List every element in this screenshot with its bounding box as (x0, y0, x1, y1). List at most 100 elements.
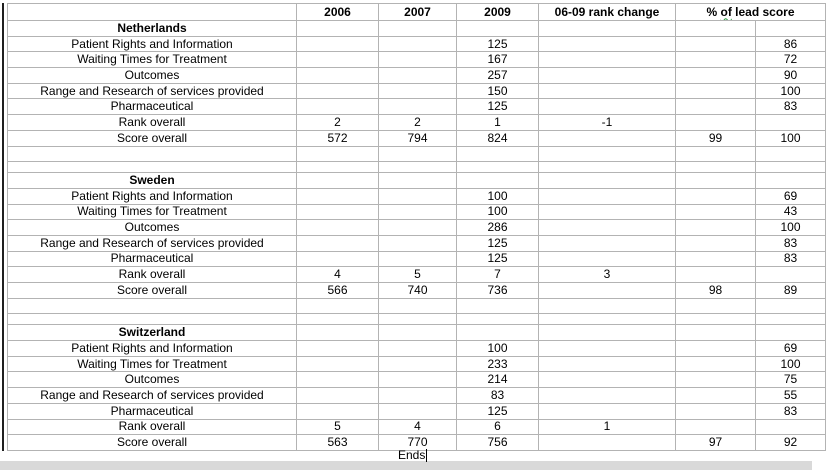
empty-cell[interactable] (378, 187, 457, 205)
value-cell[interactable]: 740 (378, 282, 457, 299)
value-cell[interactable]: 86 (754, 35, 827, 53)
empty-cell[interactable] (538, 402, 676, 420)
empty-cell[interactable] (675, 402, 756, 420)
empty-cell[interactable] (296, 172, 379, 189)
empty-cell[interactable] (296, 355, 379, 373)
empty-cell[interactable] (296, 187, 379, 205)
empty-cell[interactable] (296, 51, 379, 69)
label-cell[interactable]: Range and Research of services provided (7, 82, 297, 100)
empty-cell[interactable] (754, 297, 827, 315)
label-cell[interactable]: Range and Research of services provided (7, 387, 297, 404)
empty-cell[interactable] (378, 145, 457, 163)
value-cell[interactable]: 125 (456, 98, 539, 116)
value-cell[interactable]: 794 (378, 129, 457, 147)
empty-cell[interactable] (456, 324, 539, 342)
empty-cell[interactable] (675, 35, 756, 53)
empty-cell[interactable] (675, 161, 756, 174)
empty-cell[interactable] (378, 313, 457, 326)
empty-cell[interactable] (675, 297, 756, 315)
value-cell[interactable]: 125 (456, 234, 539, 252)
value-cell[interactable]: 92 (754, 434, 827, 451)
empty-cell[interactable] (538, 51, 676, 69)
empty-cell[interactable] (754, 114, 827, 131)
empty-cell[interactable] (538, 129, 676, 147)
value-cell[interactable]: 100 (754, 219, 827, 236)
empty-cell[interactable] (296, 82, 379, 100)
empty-cell[interactable] (456, 172, 539, 189)
empty-cell[interactable] (754, 161, 827, 174)
label-cell[interactable]: Outcomes (7, 67, 297, 84)
empty-cell[interactable] (296, 35, 379, 53)
empty-cell[interactable] (456, 313, 539, 326)
empty-cell[interactable] (754, 266, 827, 283)
empty-cell[interactable] (538, 324, 676, 342)
empty-cell[interactable] (296, 297, 379, 315)
label-cell[interactable]: Outcomes (7, 219, 297, 236)
empty-cell[interactable] (675, 387, 756, 404)
value-cell[interactable]: 43 (754, 203, 827, 221)
value-cell[interactable]: 167 (456, 51, 539, 69)
value-cell[interactable]: 4 (296, 266, 379, 283)
label-cell[interactable]: Waiting Times for Treatment (7, 203, 297, 221)
empty-cell[interactable] (296, 387, 379, 404)
label-cell[interactable]: Outcomes (7, 371, 297, 389)
value-cell[interactable]: 89 (754, 282, 827, 299)
value-cell[interactable]: 100 (456, 203, 539, 221)
empty-cell[interactable] (7, 313, 297, 326)
value-cell[interactable]: 72 (754, 51, 827, 69)
header-cell-lead-score[interactable]: % of lead score (674, 3, 827, 21)
empty-cell[interactable] (538, 340, 676, 357)
empty-cell[interactable] (456, 20, 539, 37)
label-cell[interactable]: Patient Rights and Information (7, 340, 297, 357)
value-cell[interactable]: 1 (456, 114, 539, 131)
empty-cell[interactable] (378, 387, 457, 404)
empty-cell[interactable] (538, 145, 676, 163)
value-cell[interactable]: 125 (456, 402, 539, 420)
empty-cell[interactable] (675, 67, 756, 84)
empty-cell[interactable] (378, 172, 457, 189)
value-cell[interactable]: 1 (538, 418, 676, 436)
label-cell[interactable]: Rank overall (7, 114, 297, 131)
typed-text-line[interactable]: Ends (398, 449, 428, 462)
empty-cell[interactable] (296, 145, 379, 163)
value-cell[interactable]: 90 (754, 67, 827, 84)
country-cell[interactable]: Switzerland (7, 324, 297, 342)
empty-cell[interactable] (296, 324, 379, 342)
label-cell[interactable]: Waiting Times for Treatment (7, 355, 297, 373)
empty-cell[interactable] (675, 20, 756, 37)
value-cell[interactable]: 83 (754, 250, 827, 268)
empty-cell[interactable] (675, 324, 756, 342)
empty-cell[interactable] (675, 172, 756, 189)
empty-cell[interactable] (296, 402, 379, 420)
value-cell[interactable]: 97 (675, 434, 756, 451)
empty-cell[interactable] (296, 313, 379, 326)
empty-cell[interactable] (296, 250, 379, 268)
value-cell[interactable]: 69 (754, 340, 827, 357)
value-cell[interactable]: 286 (456, 219, 539, 236)
empty-cell[interactable] (754, 313, 827, 326)
empty-cell[interactable] (754, 418, 827, 436)
empty-cell[interactable] (675, 187, 756, 205)
value-cell[interactable]: 125 (456, 250, 539, 268)
empty-cell[interactable] (378, 250, 457, 268)
value-cell[interactable]: 824 (456, 129, 539, 147)
empty-cell[interactable] (378, 203, 457, 221)
empty-cell[interactable] (675, 219, 756, 236)
empty-cell[interactable] (538, 20, 676, 37)
empty-cell[interactable] (378, 219, 457, 236)
empty-cell[interactable] (296, 219, 379, 236)
empty-cell[interactable] (675, 98, 756, 116)
label-cell[interactable]: Pharmaceutical (7, 250, 297, 268)
empty-cell[interactable] (538, 282, 676, 299)
value-cell[interactable]: 2 (296, 114, 379, 131)
country-cell[interactable]: Netherlands (7, 20, 297, 37)
empty-cell[interactable] (378, 51, 457, 69)
value-cell[interactable]: 99 (675, 129, 756, 147)
value-cell[interactable]: 257 (456, 67, 539, 84)
empty-cell[interactable] (675, 234, 756, 252)
empty-cell[interactable] (675, 203, 756, 221)
empty-cell[interactable] (675, 371, 756, 389)
empty-cell[interactable] (675, 418, 756, 436)
empty-cell[interactable] (296, 203, 379, 221)
value-cell[interactable]: 736 (456, 282, 539, 299)
